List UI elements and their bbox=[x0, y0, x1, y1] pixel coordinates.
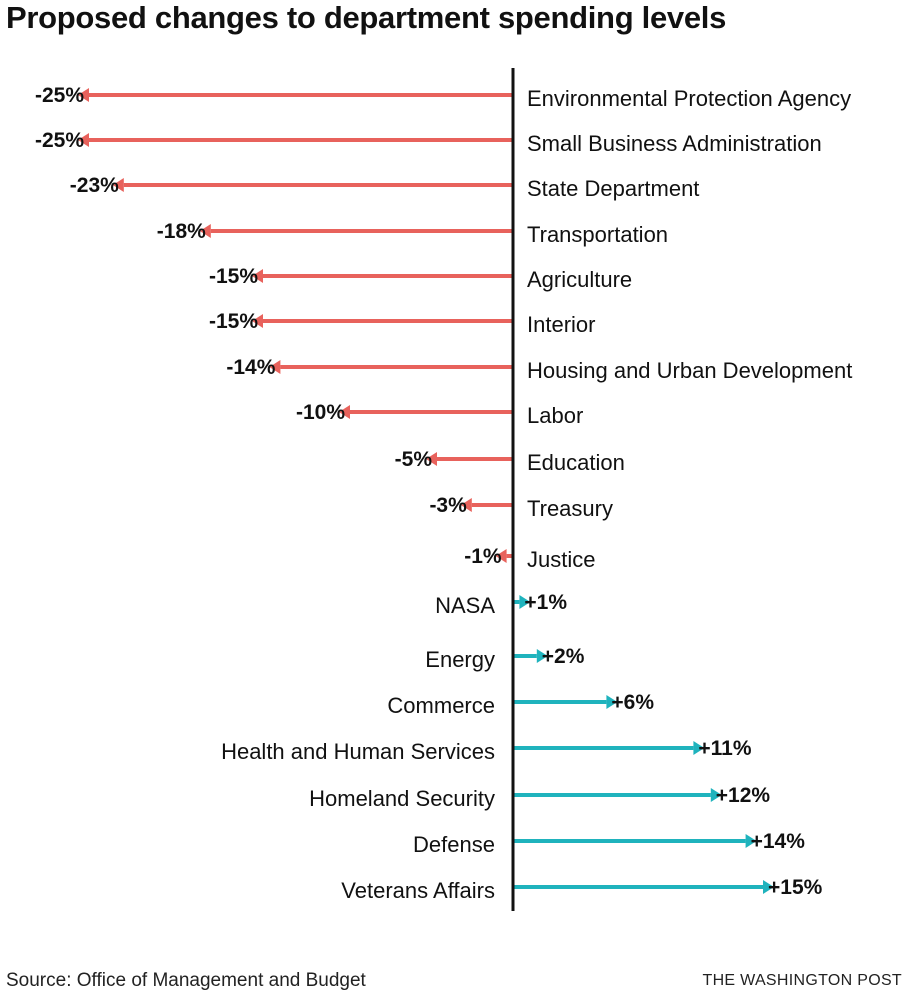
category-label: Agriculture bbox=[527, 267, 632, 292]
value-label: -15% bbox=[209, 310, 258, 333]
arrow-head bbox=[426, 452, 437, 466]
value-label: +12% bbox=[716, 784, 771, 807]
category-label: Labor bbox=[527, 403, 583, 428]
value-label: +11% bbox=[698, 737, 751, 760]
arrow-head bbox=[339, 405, 350, 419]
value-label: -5% bbox=[395, 448, 433, 471]
arrow-head bbox=[495, 549, 507, 563]
category-label: Small Business Administration bbox=[527, 131, 822, 156]
category-label: NASA bbox=[435, 593, 495, 618]
value-label: +15% bbox=[768, 876, 823, 899]
category-label: Treasury bbox=[527, 496, 613, 521]
arrow-head bbox=[78, 88, 89, 102]
credit-label: THE WASHINGTON POST bbox=[702, 972, 902, 989]
value-label: -18% bbox=[157, 220, 206, 243]
arrow-head bbox=[710, 788, 722, 802]
value-label: +14% bbox=[751, 830, 806, 853]
category-label: Commerce bbox=[387, 693, 495, 718]
value-label: -10% bbox=[296, 401, 345, 424]
category-label: Housing and Urban Development bbox=[527, 358, 852, 383]
value-label: -1% bbox=[464, 545, 502, 568]
arrow-head bbox=[252, 269, 263, 283]
value-label: -3% bbox=[429, 494, 467, 517]
category-label: Veterans Affairs bbox=[341, 878, 495, 903]
arrow-head bbox=[745, 834, 757, 848]
category-label: Homeland Security bbox=[309, 786, 495, 811]
arrow-head bbox=[763, 880, 774, 894]
arrow-head bbox=[112, 178, 124, 192]
category-label: State Department bbox=[527, 176, 699, 201]
category-label: Interior bbox=[527, 312, 595, 337]
value-label: -25% bbox=[35, 129, 84, 152]
arrow-chart: -25% Environmental Protection Agency -25% S… bbox=[35, 68, 852, 911]
value-label: +1% bbox=[524, 591, 567, 614]
chart-title: Proposed changes to department spending … bbox=[6, 0, 727, 35]
arrow-head bbox=[460, 498, 472, 512]
value-label: +6% bbox=[611, 691, 654, 714]
category-label: Energy bbox=[425, 647, 495, 672]
arrow-head bbox=[78, 133, 89, 147]
category-label: Defense bbox=[413, 832, 495, 857]
category-label: Justice bbox=[527, 547, 595, 572]
arrow-head bbox=[693, 741, 705, 755]
category-label: Transportation bbox=[527, 222, 668, 247]
category-label: Environmental Protection Agency bbox=[527, 86, 851, 111]
arrow-head bbox=[536, 649, 548, 663]
category-label: Health and Human Services bbox=[221, 739, 495, 764]
arrow-head bbox=[252, 314, 263, 328]
arrow-head bbox=[269, 360, 281, 374]
value-label: -23% bbox=[70, 174, 119, 197]
category-label: Education bbox=[527, 450, 625, 475]
value-label: +2% bbox=[542, 645, 585, 668]
arrow-head bbox=[606, 695, 618, 709]
value-label: -14% bbox=[226, 356, 275, 379]
source-note: Source: Office of Management and Budget bbox=[6, 970, 366, 991]
arrow-head bbox=[199, 224, 211, 238]
arrow-head bbox=[519, 595, 531, 609]
value-label: -15% bbox=[209, 265, 258, 288]
value-label: -25% bbox=[35, 84, 84, 107]
